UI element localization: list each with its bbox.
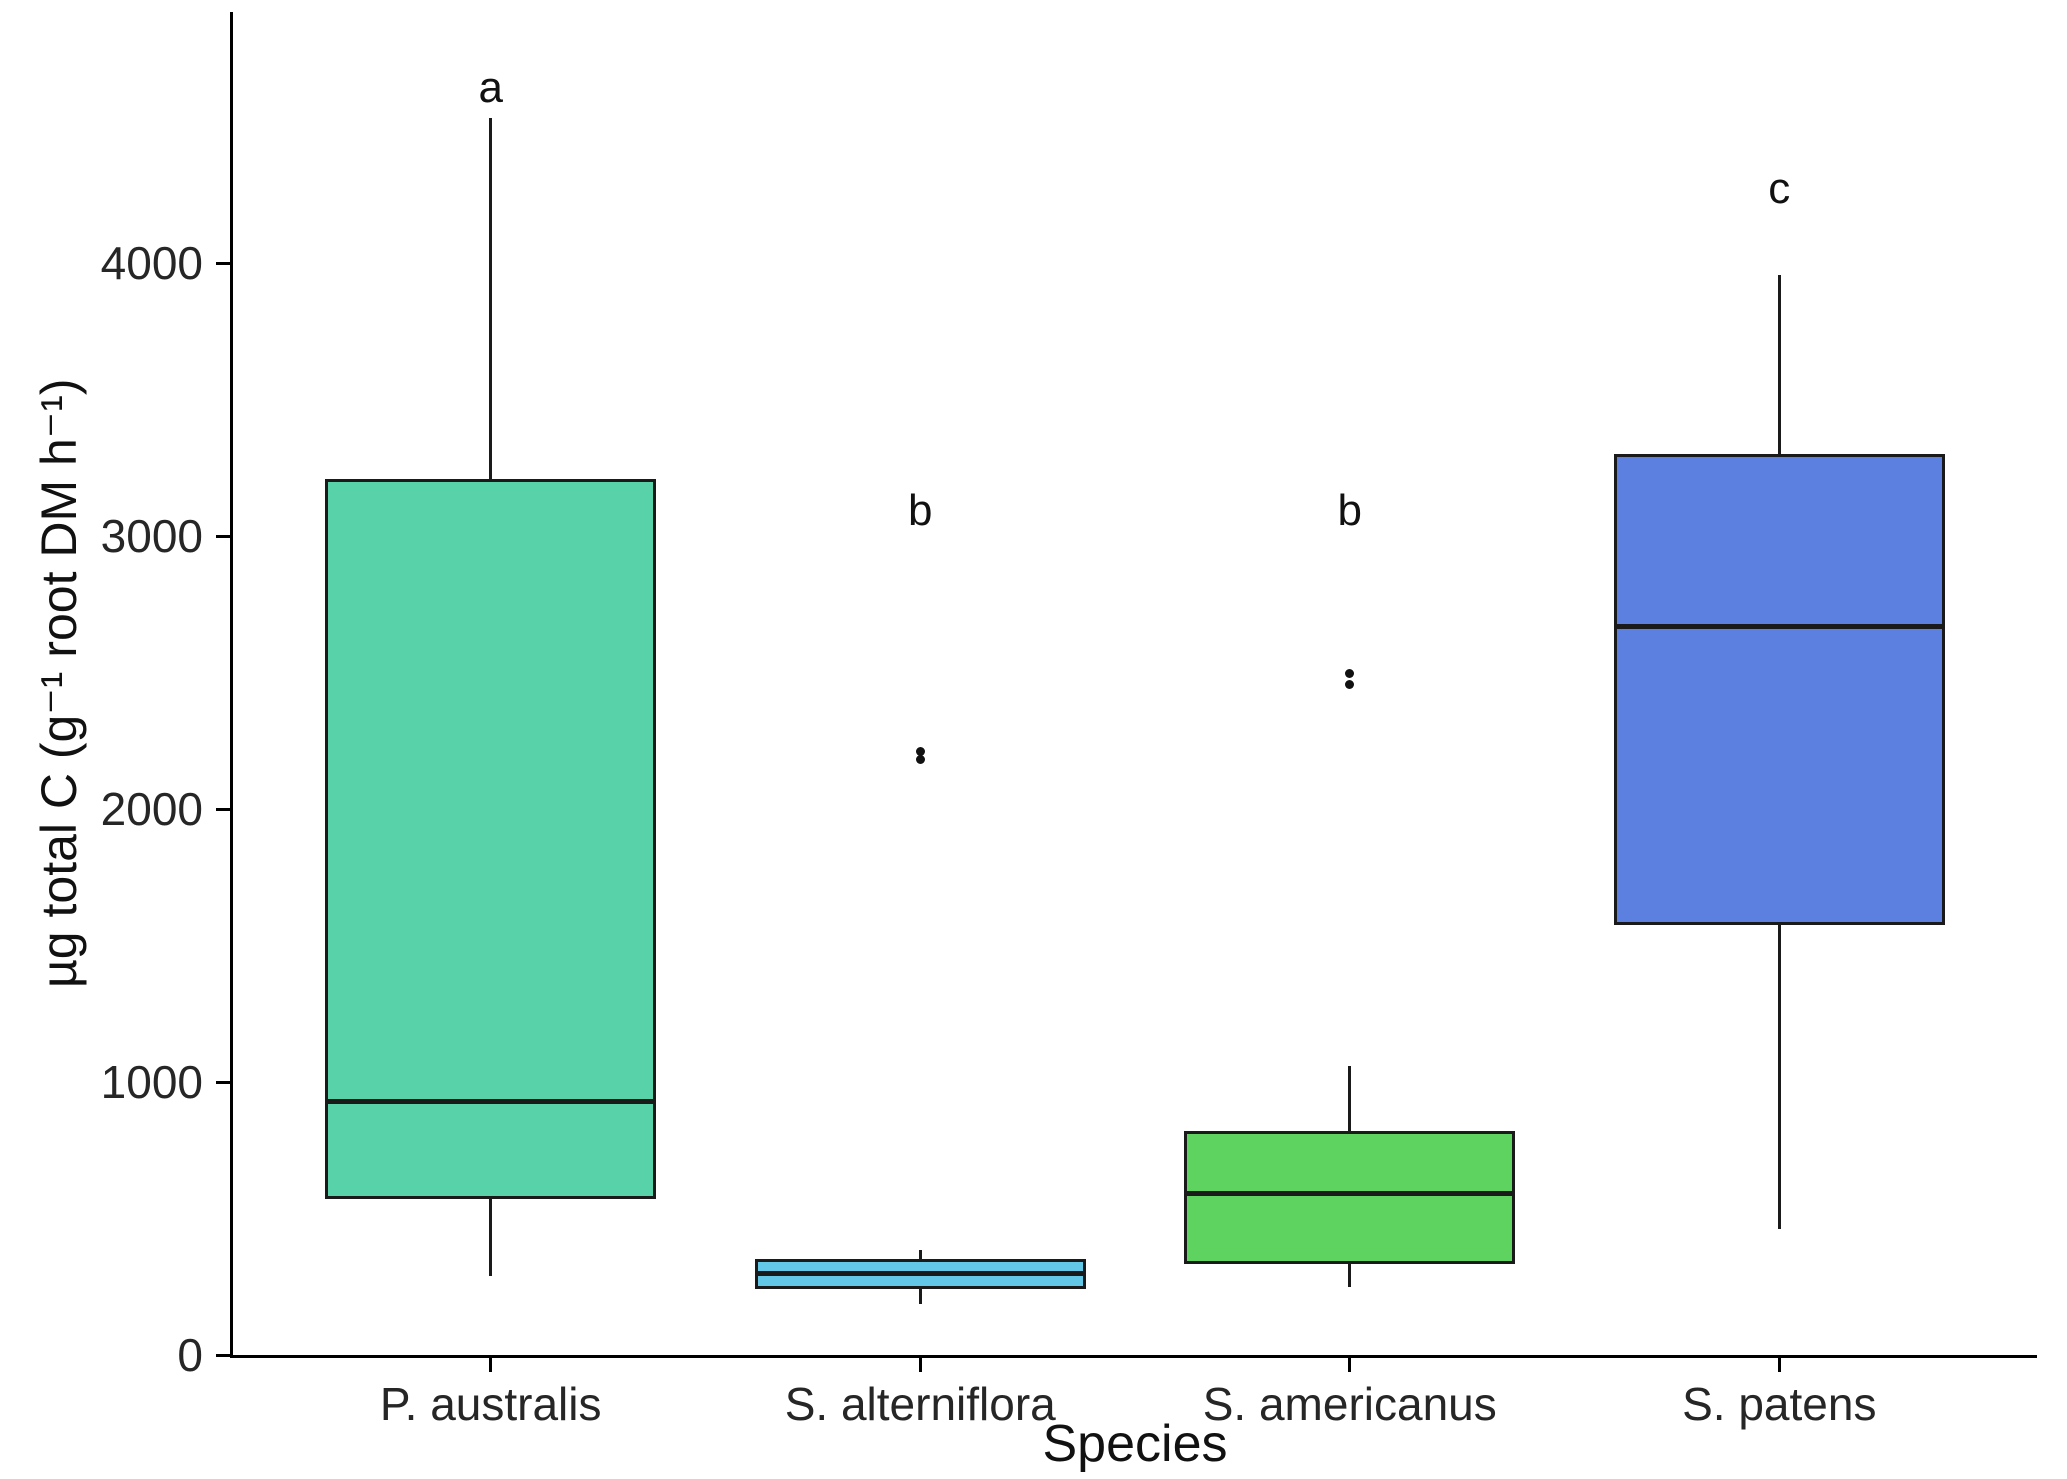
y-tick-mark	[216, 1354, 230, 1357]
outlier-point-s-alterniflora	[915, 746, 925, 756]
x-tick-mark-s-americanus	[1348, 1358, 1352, 1372]
y-tick-label: 2000	[100, 783, 203, 835]
median-line-s-patens	[1613, 623, 1945, 629]
y-tick-mark	[216, 808, 230, 811]
median-line-p-australis	[325, 1098, 657, 1104]
x-tick-label-p-australis: P. australis	[379, 1378, 602, 1430]
y-tick-label: 1000	[100, 1056, 203, 1108]
x-tick-mark-p-australis	[489, 1358, 493, 1372]
y-axis-title: µg total C (g⁻¹ root DM h⁻¹)	[31, 378, 87, 989]
box-s-patens	[1613, 454, 1945, 926]
y-tick-label: 0	[177, 1329, 203, 1381]
box-s-americanus	[1184, 1131, 1516, 1264]
sig-letter-s-alterniflora: b	[907, 486, 933, 536]
x-tick-label-s-patens: S. patens	[1682, 1378, 1877, 1430]
outlier-point-s-americanus	[1345, 680, 1355, 690]
x-tick-mark-s-alterniflora	[918, 1358, 922, 1372]
x-axis-line	[230, 1355, 2037, 1358]
median-line-s-alterniflora	[754, 1270, 1086, 1276]
sig-letter-s-americanus: b	[1337, 486, 1362, 536]
x-tick-label-s-americanus: S. americanus	[1202, 1378, 1497, 1430]
median-line-s-americanus	[1184, 1191, 1516, 1197]
y-tick-label: 3000	[100, 510, 203, 562]
x-tick-label-s-alterniflora: S. alterniflora	[784, 1378, 1056, 1430]
y-tick-mark	[216, 535, 230, 538]
y-tick-mark	[216, 262, 230, 265]
sig-letter-s-patens: c	[1768, 164, 1791, 214]
x-tick-mark-s-patens	[1777, 1358, 1781, 1372]
outlier-point-s-americanus	[1345, 669, 1355, 679]
outlier-point-s-alterniflora	[915, 755, 925, 765]
y-axis-line	[230, 12, 233, 1358]
x-axis-title: Species	[1042, 1415, 1228, 1473]
y-tick-label: 4000	[100, 237, 203, 289]
sig-letter-p-australis: a	[478, 63, 503, 113]
y-tick-mark	[216, 1081, 230, 1084]
box-p-australis	[325, 478, 657, 1200]
